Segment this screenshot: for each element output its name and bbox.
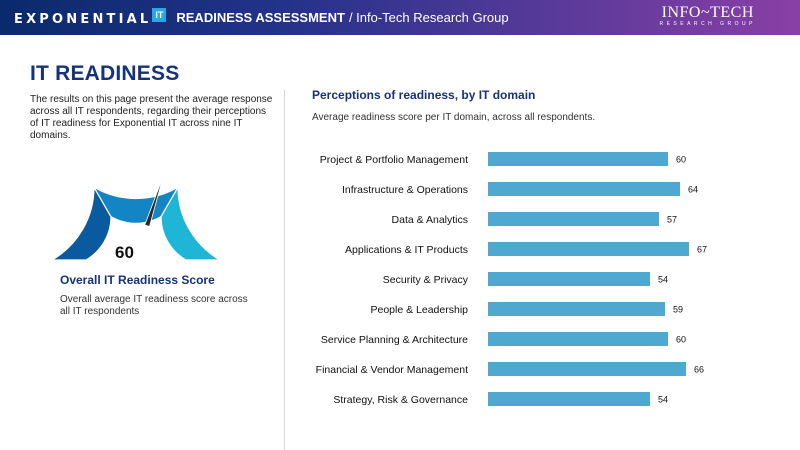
category-label: Security & Privacy (383, 274, 469, 286)
category-label: Service Planning & Architecture (321, 334, 468, 346)
infotech-logo: INFO~TECH RESEARCH GROUP (659, 5, 756, 28)
data-label: 60 (676, 155, 686, 165)
readiness-gauge (50, 176, 222, 261)
domain-bar-chart: Project & Portfolio Management 60 Infrastr… (316, 152, 707, 406)
data-label: 59 (673, 305, 683, 315)
header-title: READINESS ASSESSMENT (176, 10, 345, 25)
data-label: 60 (676, 335, 686, 345)
data-label: 67 (697, 245, 707, 255)
header-subtitle: / Info-Tech Research Group (348, 10, 509, 25)
intro-text: The results on this page present the ave… (30, 94, 273, 141)
bar (488, 152, 668, 166)
data-label: 66 (694, 365, 704, 375)
data-label: 54 (658, 275, 668, 285)
bar (488, 212, 659, 226)
score-title: Overall IT Readiness Score (60, 273, 215, 287)
category-label: Strategy, Risk & Governance (333, 394, 468, 406)
category-label: Data & Analytics (392, 214, 468, 226)
section-divider (284, 90, 285, 450)
chart-title: Perceptions of readiness, by IT domain (312, 88, 536, 102)
category-label: Applications & IT Products (345, 244, 468, 256)
bar (488, 332, 668, 346)
category-label: Infrastructure & Operations (342, 184, 468, 196)
data-label: 57 (667, 215, 677, 225)
category-label: People & Leadership (371, 304, 469, 316)
logo-main-text: INFO~TECH (661, 4, 754, 21)
bar (488, 242, 689, 256)
gauge-segment (160, 185, 222, 261)
category-label: Financial & Vendor Management (316, 364, 468, 376)
page-title: IT READINESS (30, 62, 180, 85)
bar (488, 392, 650, 406)
bar (488, 362, 686, 376)
chart-subtitle: Average readiness score per IT domain, a… (312, 112, 596, 123)
bar (488, 272, 650, 286)
data-label: 54 (658, 395, 668, 405)
header-bar: EXPONENTIAL IT READINESS ASSESSMENT / In… (0, 0, 800, 35)
bar (488, 182, 680, 196)
category-label: Project & Portfolio Management (320, 154, 468, 166)
brand-logo: EXPONENTIAL IT (14, 8, 167, 27)
brand-it-badge: IT (152, 8, 167, 22)
gauge-needle (144, 176, 164, 228)
bar (488, 302, 665, 316)
score-description: Overall average IT readiness score acros… (60, 294, 248, 317)
logo-sub-text: RESEARCH GROUP (659, 21, 756, 27)
brand-wordmark: EXPONENTIAL (14, 12, 152, 27)
gauge-value: 60 (115, 243, 134, 262)
data-label: 64 (688, 185, 698, 195)
